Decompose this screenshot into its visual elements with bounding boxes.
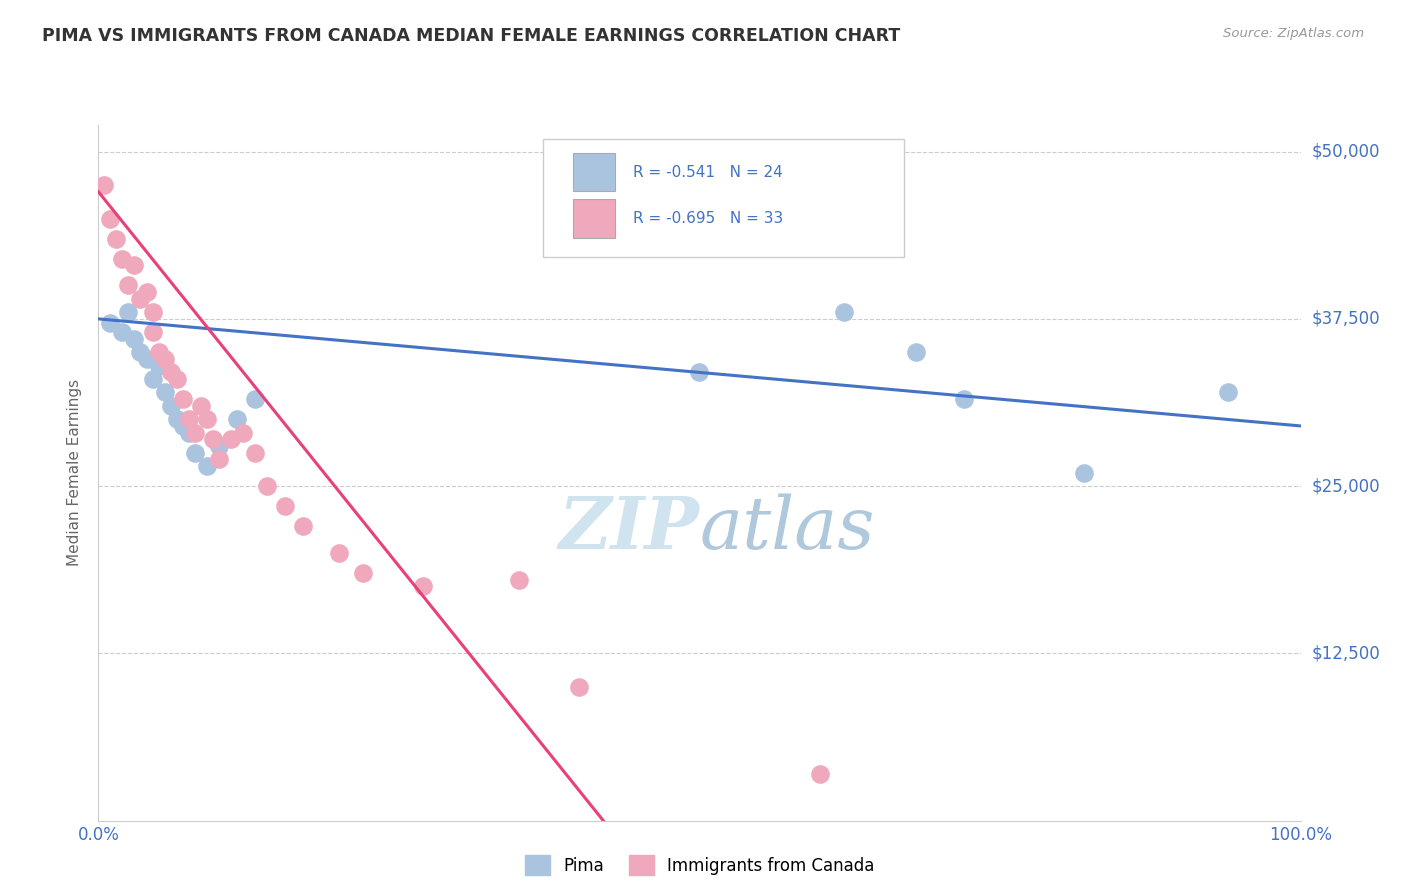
Point: [183, 446, 205, 460]
Text: $25,000: $25,000: [1312, 477, 1381, 495]
Text: R = -0.695   N = 33: R = -0.695 N = 33: [633, 211, 783, 227]
Text: $37,500: $37,500: [1312, 310, 1381, 328]
Text: Source: ZipAtlas.com: Source: ZipAtlas.com: [1223, 27, 1364, 40]
Text: R = -0.541   N = 24: R = -0.541 N = 24: [633, 165, 783, 179]
Point: [172, 419, 194, 434]
Point: [93, 178, 115, 193]
Point: [177, 425, 200, 440]
Point: [135, 352, 157, 367]
Point: [352, 566, 374, 581]
Point: [177, 412, 200, 426]
Point: [219, 433, 242, 447]
Point: [208, 439, 231, 453]
Point: [141, 325, 163, 339]
Text: atlas: atlas: [699, 493, 875, 564]
Point: [832, 305, 855, 319]
Point: [100, 316, 122, 330]
Point: [953, 392, 976, 407]
Point: [153, 385, 176, 400]
Point: [328, 546, 350, 560]
Point: [129, 345, 152, 359]
Point: [172, 392, 194, 407]
Text: $50,000: $50,000: [1312, 143, 1381, 161]
Point: [412, 580, 434, 594]
Point: [243, 446, 266, 460]
Point: [195, 458, 218, 473]
Point: [190, 399, 212, 413]
Y-axis label: Median Female Earnings: Median Female Earnings: [67, 379, 83, 566]
Point: [124, 259, 146, 273]
Point: [508, 573, 530, 587]
Point: [201, 433, 224, 447]
Point: [159, 399, 181, 413]
Point: [1218, 385, 1240, 400]
Point: [183, 425, 205, 440]
Point: [148, 359, 170, 373]
Point: [141, 305, 163, 319]
Text: PIMA VS IMMIGRANTS FROM CANADA MEDIAN FEMALE EARNINGS CORRELATION CHART: PIMA VS IMMIGRANTS FROM CANADA MEDIAN FE…: [42, 27, 900, 45]
FancyBboxPatch shape: [543, 139, 904, 257]
Text: $12,500: $12,500: [1312, 644, 1381, 663]
Point: [808, 766, 831, 781]
Point: [141, 372, 163, 386]
Point: [153, 352, 176, 367]
Point: [1073, 466, 1095, 480]
Point: [274, 500, 297, 514]
Point: [111, 325, 134, 339]
Point: [135, 285, 157, 300]
Point: [256, 479, 278, 493]
Point: [100, 211, 122, 226]
Legend: Pima, Immigrants from Canada: Pima, Immigrants from Canada: [517, 848, 882, 882]
Bar: [574, 199, 616, 237]
Point: [129, 292, 152, 306]
Point: [904, 345, 927, 359]
Point: [166, 372, 188, 386]
Point: [195, 412, 218, 426]
Text: ZIP: ZIP: [558, 493, 699, 564]
Point: [111, 252, 134, 266]
Point: [148, 345, 170, 359]
Point: [243, 392, 266, 407]
Point: [124, 332, 146, 346]
Point: [225, 412, 247, 426]
Point: [166, 412, 188, 426]
Point: [159, 366, 181, 380]
Point: [291, 519, 314, 533]
Bar: [574, 153, 616, 191]
Point: [105, 232, 128, 246]
Point: [117, 305, 139, 319]
Point: [568, 680, 591, 694]
Point: [208, 452, 231, 467]
Point: [688, 366, 710, 380]
Point: [232, 425, 254, 440]
Point: [117, 278, 139, 293]
